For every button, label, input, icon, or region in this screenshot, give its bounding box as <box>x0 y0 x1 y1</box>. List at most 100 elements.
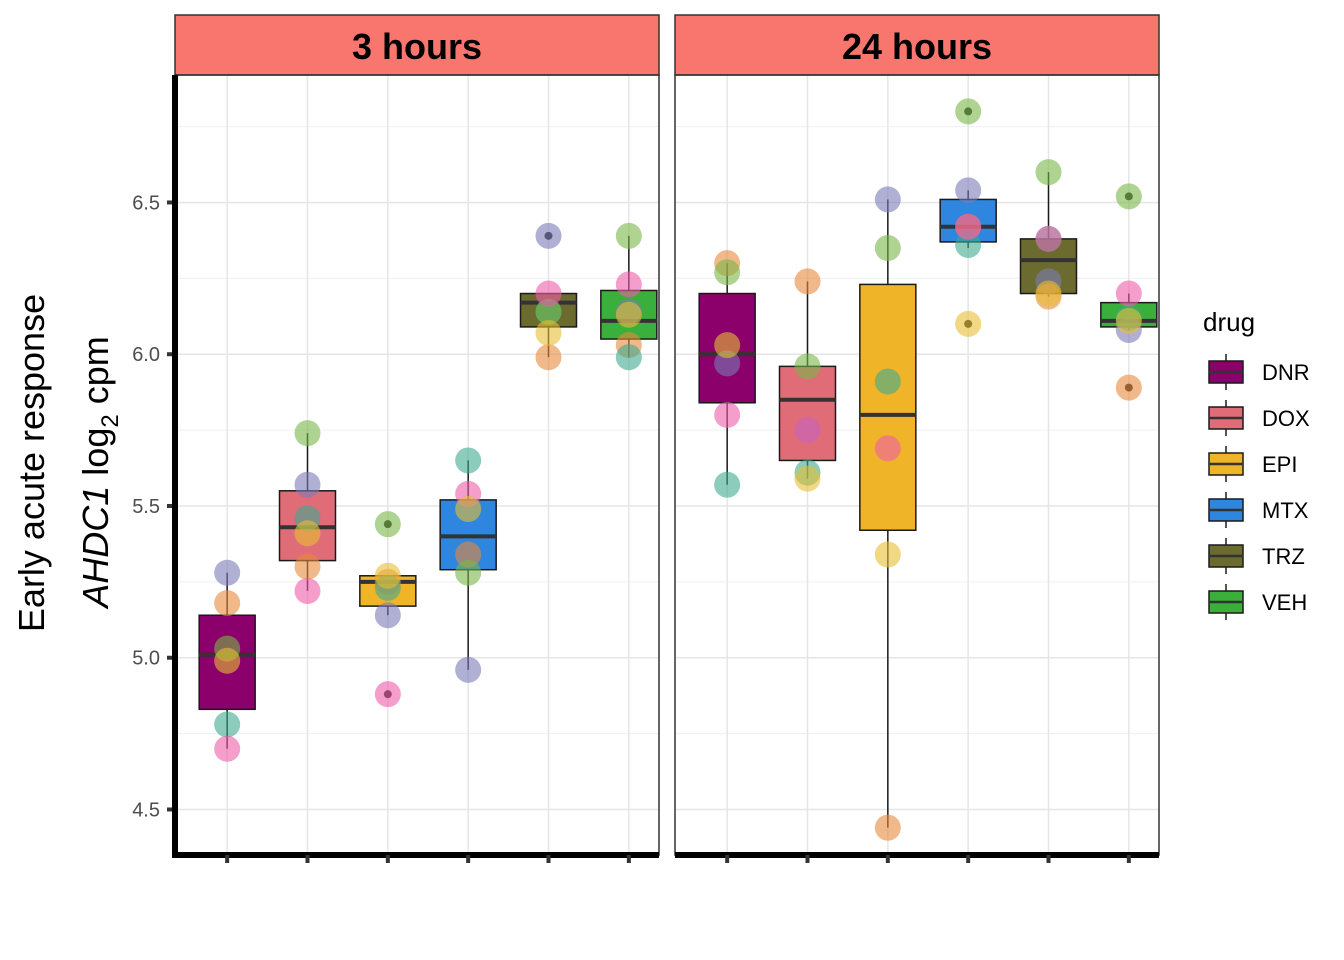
data-point <box>1035 280 1062 307</box>
data-point <box>714 401 741 428</box>
data-point <box>1115 374 1142 401</box>
strip-header <box>674 14 1160 76</box>
data-point <box>294 471 321 498</box>
box-trz <box>1019 159 1078 310</box>
data-point <box>874 186 901 213</box>
data-point <box>874 814 901 841</box>
data-point <box>794 465 821 492</box>
legend-item-dox: DOX <box>1208 400 1310 436</box>
data-point <box>955 98 982 125</box>
data-point <box>214 711 241 738</box>
panel-24-hours: 24 hours <box>674 14 1160 863</box>
legend-item-veh: VEH <box>1208 584 1307 620</box>
y-axis-title: Early acute response AHDC1 log2 cpm <box>11 294 124 632</box>
data-point <box>615 344 642 371</box>
data-point <box>794 268 821 295</box>
box-trz <box>519 222 578 371</box>
data-point <box>794 417 821 444</box>
legend: drug DNR DOX EPI MTX TRZ VEH <box>1203 307 1310 620</box>
data-point <box>214 559 241 586</box>
panel-3-hours: 3 hours <box>172 14 660 863</box>
box-veh <box>1100 183 1158 401</box>
y-tick-label-5-0: 5.0 <box>132 648 160 670</box>
data-point <box>874 234 901 261</box>
data-point <box>374 511 401 538</box>
data-point <box>455 447 482 474</box>
data-point <box>874 435 901 462</box>
legend-item-epi: EPI <box>1208 446 1297 482</box>
box-body <box>859 283 917 532</box>
data-point <box>214 590 241 617</box>
y-tick-label-6-5: 6.5 <box>132 192 160 214</box>
data-point <box>874 541 901 568</box>
data-point <box>294 577 321 604</box>
data-point <box>535 280 562 307</box>
data-point <box>455 496 482 523</box>
data-point <box>1115 183 1142 210</box>
box-mtx <box>939 98 997 337</box>
data-point <box>955 231 982 258</box>
strip-title-3-hours: 3 hours <box>352 26 482 67</box>
data-point <box>1035 159 1062 186</box>
data-point <box>794 353 821 380</box>
legend-label-dnr: DNR <box>1262 360 1310 385</box>
legend-item-trz: TRZ <box>1208 538 1305 574</box>
y-axis-title-unit: cpm <box>75 336 116 404</box>
data-point <box>955 177 982 204</box>
data-point <box>535 298 562 325</box>
data-point <box>535 344 562 371</box>
legend-label-epi: EPI <box>1262 452 1297 477</box>
y-axis-title-line1: Early acute response <box>11 294 52 632</box>
data-point <box>294 553 321 580</box>
strip-title-24-hours: 24 hours <box>842 26 992 67</box>
data-point <box>455 559 482 586</box>
legend-label-veh: VEH <box>1262 590 1307 615</box>
y-axis-title-log-base: 2 <box>97 414 124 427</box>
data-point <box>714 471 741 498</box>
data-point <box>374 602 401 629</box>
y-tick-label-6-0: 6.0 <box>132 344 160 366</box>
y-axis-title-gene: AHDC1 <box>75 486 116 610</box>
legend-label-trz: TRZ <box>1262 544 1305 569</box>
y-tick-label-4-5: 4.5 <box>132 799 160 821</box>
box-body <box>778 365 837 462</box>
data-point <box>294 520 321 547</box>
box-dox <box>778 268 837 492</box>
legend-label-dox: DOX <box>1262 406 1310 431</box>
data-point <box>955 213 982 240</box>
data-point <box>294 420 321 447</box>
data-point <box>535 222 562 249</box>
data-point <box>874 368 901 395</box>
y-tick-label-5-5: 5.5 <box>132 496 160 518</box>
data-point <box>714 350 741 377</box>
data-point <box>455 541 482 568</box>
data-point <box>1115 307 1142 334</box>
data-point <box>214 735 241 762</box>
box-dnr <box>698 250 756 498</box>
data-point <box>714 332 741 359</box>
data-point <box>374 681 401 708</box>
data-point <box>615 271 642 298</box>
legend-title: drug <box>1203 307 1255 337</box>
box-epi <box>359 511 417 708</box>
legend-item-dnr: DNR <box>1208 354 1310 390</box>
data-point <box>214 647 241 674</box>
panel-background <box>675 75 1159 855</box>
y-axis-title-log: log <box>75 428 116 476</box>
data-point <box>374 562 401 589</box>
strip-header <box>174 14 660 76</box>
data-point <box>535 319 562 346</box>
data-point <box>955 310 982 337</box>
box-mtx <box>439 447 497 683</box>
legend-item-mtx: MTX <box>1208 492 1309 528</box>
y-axis-title-line2: AHDC1 log2 cpm <box>75 336 124 609</box>
box-dox <box>278 420 337 604</box>
legend-label-mtx: MTX <box>1262 498 1309 523</box>
data-point <box>714 259 741 286</box>
box-epi <box>859 186 917 841</box>
data-point <box>1035 225 1062 252</box>
box-veh <box>600 222 658 371</box>
data-point <box>455 656 482 683</box>
data-point <box>615 301 642 328</box>
